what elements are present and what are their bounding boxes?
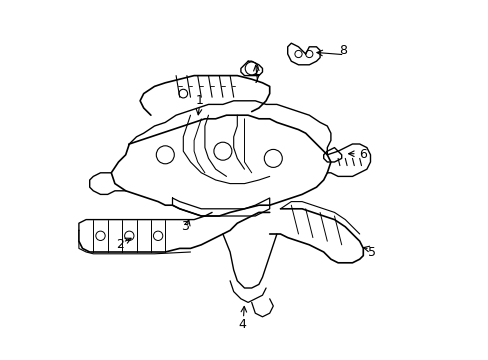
Text: 4: 4 (238, 318, 246, 330)
Text: 6: 6 (359, 148, 366, 161)
Text: 2: 2 (116, 238, 124, 251)
Text: 7: 7 (253, 73, 261, 86)
Text: 8: 8 (339, 44, 347, 57)
Text: 3: 3 (181, 220, 189, 233)
Text: 5: 5 (367, 246, 376, 258)
Text: 1: 1 (195, 94, 203, 107)
